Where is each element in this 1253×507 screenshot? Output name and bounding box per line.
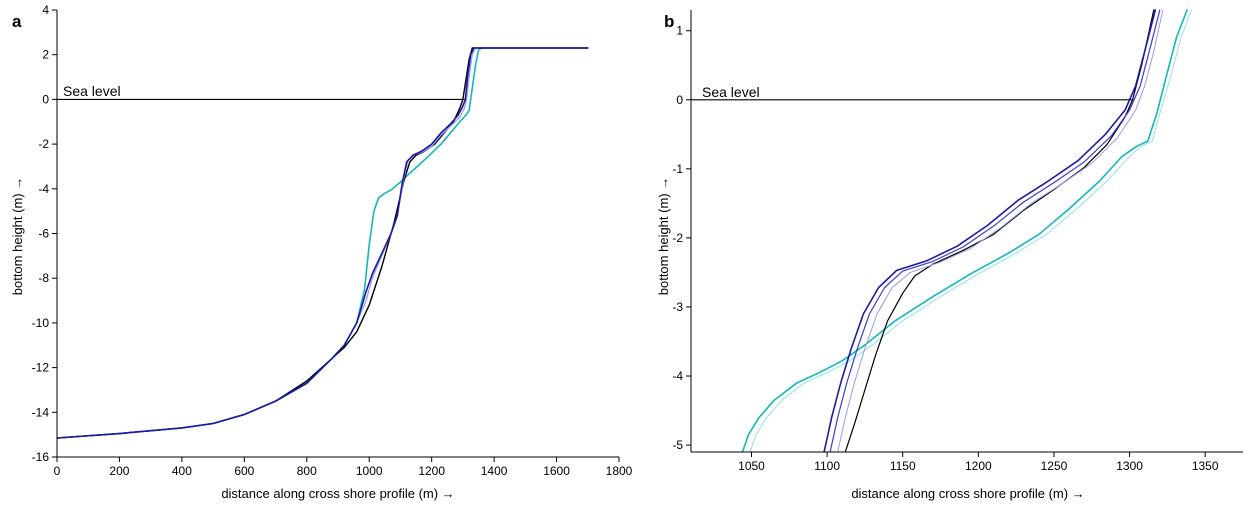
panel-a-letter: a: [12, 12, 22, 31]
x-tick-label: 1800: [606, 464, 633, 478]
y-tick-label: 4: [42, 3, 49, 17]
profile-line-1: [749, 9, 1193, 452]
y-tick-label: -2: [38, 137, 49, 151]
profile-line-6: [823, 9, 1157, 452]
panel-b-sea-level-label: Sea level: [702, 84, 760, 100]
profile-line-3: [57, 47, 589, 439]
y-tick-label: -16: [32, 450, 50, 464]
x-tick-label: 400: [172, 464, 192, 478]
x-tick-label: 800: [297, 464, 317, 478]
profile-line-2: [57, 47, 589, 439]
y-tick-label: -14: [32, 405, 50, 419]
x-tick-label: 200: [109, 464, 129, 478]
x-tick-label: 1000: [356, 464, 383, 478]
y-tick-label: 2: [42, 48, 49, 62]
panel-a-y-axis-title: bottom height (m) →: [10, 177, 25, 296]
panel-a: a distance along cross shore profile (m)…: [10, 3, 633, 501]
panel-a-x-axis-title: distance along cross shore profile (m) →: [221, 486, 454, 501]
profile-line-3: [844, 9, 1155, 452]
panel-b: b distance along cross shore profile (m)…: [656, 9, 1243, 501]
y-tick-label: -5: [672, 438, 683, 452]
y-tick-label: -4: [38, 182, 49, 196]
x-tick-label: 1250: [1041, 459, 1068, 473]
x-tick-label: 1350: [1192, 459, 1219, 473]
panel-b-axes: [690, 10, 1243, 453]
panel-a-axes: [56, 10, 619, 458]
panel-a-ticks: 0 200 400 600 800 1000 1200 1400 1600 1800 4 2 0 -2 -4…: [32, 3, 633, 478]
profile-line-2: [741, 9, 1188, 452]
panel-b-letter: b: [664, 12, 674, 31]
x-tick-label: 1150: [890, 459, 916, 473]
y-tick-label: -8: [38, 271, 49, 285]
y-tick-label: -12: [32, 361, 50, 375]
x-tick-label: 1200: [418, 464, 445, 478]
y-tick-label: 1: [676, 24, 683, 38]
x-tick-label: 1600: [543, 464, 570, 478]
x-tick-label: 1300: [1116, 459, 1143, 473]
x-tick-label: 1100: [814, 459, 840, 473]
profile-line-4: [837, 9, 1164, 452]
panel-b-x-axis-title: distance along cross shore profile (m) →: [851, 486, 1084, 501]
y-tick-label: -3: [672, 300, 683, 314]
y-tick-label: -4: [672, 369, 683, 383]
profile-line-1: [57, 47, 589, 439]
y-tick-label: -6: [38, 227, 49, 241]
x-tick-label: 1050: [738, 459, 765, 473]
y-tick-label: -1: [672, 162, 683, 176]
y-tick-label: -2: [672, 231, 683, 245]
panel-b-series: [691, 9, 1193, 452]
panel-a-series: [57, 47, 589, 439]
y-tick-label: -10: [32, 316, 50, 330]
y-tick-label: 0: [676, 93, 683, 107]
x-tick-label: 1400: [481, 464, 508, 478]
panel-b-ticks: 1050 1100 1150 1200 1250 1300 1350 1 0 -1 -2 -3 -4 -5: [672, 24, 1219, 473]
panel-b-y-axis-title: bottom height (m) →: [656, 177, 671, 296]
y-tick-label: 0: [42, 92, 49, 106]
panel-a-sea-level-label: Sea level: [63, 83, 121, 99]
x-tick-label: 600: [234, 464, 254, 478]
x-tick-label: 0: [54, 464, 61, 478]
profile-line-4: [57, 47, 589, 439]
profile-line-5: [829, 9, 1161, 452]
x-tick-label: 1200: [965, 459, 992, 473]
